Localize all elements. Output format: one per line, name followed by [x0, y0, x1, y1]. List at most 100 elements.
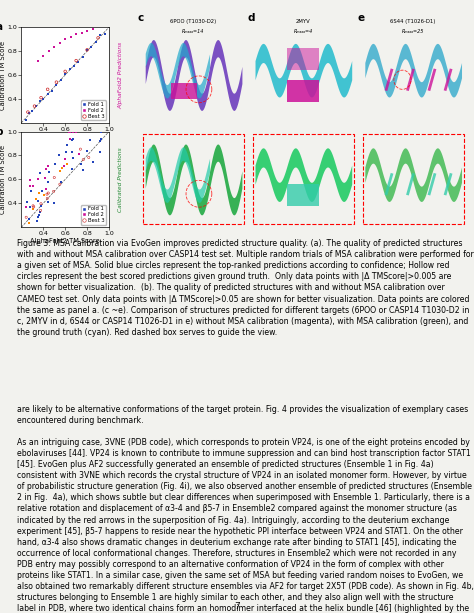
Point: [26, 175, 33, 185]
Point: [44, 161, 52, 170]
Point: [80, 154, 87, 164]
Point: [27, 202, 34, 212]
Text: 6POO (T1030-D2): 6POO (T1030-D2): [171, 19, 217, 24]
Point: [28, 106, 36, 116]
Point: [35, 188, 43, 198]
Point: [36, 207, 44, 217]
Point: [39, 51, 47, 61]
Point: [88, 42, 95, 52]
Point: [45, 177, 52, 187]
Text: Calibrated Predictions: Calibrated Predictions: [118, 147, 123, 211]
Point: [56, 166, 64, 176]
Point: [24, 107, 32, 117]
Text: d: d: [247, 13, 255, 23]
Point: [45, 188, 52, 198]
Point: [97, 127, 105, 137]
Point: [63, 140, 70, 150]
Point: [83, 45, 91, 55]
Y-axis label: Calibration TM Score: Calibration TM Score: [0, 145, 6, 214]
Point: [50, 199, 58, 208]
Text: b: b: [0, 127, 2, 137]
Point: [32, 194, 40, 204]
Point: [62, 147, 70, 156]
Text: are likely to be alternative conformations of the target protein. Fig. 4 provide: are likely to be alternative conformatio…: [17, 405, 474, 613]
Point: [73, 56, 80, 66]
Point: [57, 177, 65, 187]
Point: [83, 45, 91, 55]
Point: [29, 204, 37, 214]
Point: [36, 96, 44, 105]
Point: [61, 66, 69, 76]
Point: [42, 185, 50, 194]
Point: [37, 205, 45, 215]
Point: [96, 148, 103, 158]
Text: c: c: [137, 13, 144, 23]
Point: [74, 57, 82, 67]
Point: [33, 216, 40, 226]
X-axis label: AlphaFold2 TM Score: AlphaFold2 TM Score: [30, 238, 100, 244]
Point: [27, 181, 34, 191]
Point: [44, 89, 52, 99]
Point: [44, 194, 51, 204]
Point: [35, 210, 43, 220]
Point: [37, 93, 45, 102]
Text: Rₘₐₐₐ=25: Rₘₐₐₐ=25: [402, 29, 424, 34]
Point: [83, 146, 91, 156]
Point: [46, 167, 53, 177]
Point: [26, 218, 33, 228]
Point: [39, 94, 47, 104]
Point: [34, 174, 42, 184]
Point: [77, 144, 84, 154]
Point: [96, 136, 103, 146]
Point: [29, 201, 37, 211]
Point: [69, 127, 77, 137]
Point: [42, 164, 49, 173]
Point: [50, 173, 58, 183]
Point: [97, 30, 104, 40]
Point: [25, 109, 33, 118]
Point: [50, 42, 58, 52]
Point: [89, 157, 97, 167]
Point: [79, 51, 87, 61]
Point: [50, 186, 57, 196]
Point: [37, 199, 45, 208]
Point: [55, 150, 63, 160]
Point: [68, 164, 76, 173]
Point: [67, 32, 74, 42]
Point: [78, 28, 85, 38]
Point: [37, 201, 45, 211]
Point: [69, 153, 77, 163]
Text: Rₘₐₐₐ=14: Rₘₐₐₐ=14: [182, 29, 205, 34]
Point: [34, 56, 42, 66]
Y-axis label: Calibration TM Score: Calibration TM Score: [0, 40, 6, 110]
Point: [45, 46, 53, 56]
Point: [66, 64, 73, 74]
Text: Figure 3: MSA calibration via EvoGen improves predicted structure quality. (a). : Figure 3: MSA calibration via EvoGen imp…: [17, 239, 474, 337]
Point: [61, 69, 69, 79]
Point: [69, 147, 76, 156]
Point: [87, 135, 94, 145]
Point: [60, 161, 68, 171]
Point: [51, 159, 59, 169]
Point: [31, 101, 38, 111]
Point: [69, 127, 77, 137]
Point: [83, 26, 91, 36]
Point: [34, 197, 42, 207]
Point: [67, 134, 74, 144]
Point: [22, 212, 30, 222]
Point: [45, 197, 52, 207]
Legend: Fold 1, Fold 2, Best 3: Fold 1, Fold 2, Best 3: [81, 205, 106, 224]
Point: [58, 163, 66, 173]
Point: [101, 29, 109, 39]
Text: e: e: [357, 13, 364, 23]
Point: [38, 186, 46, 196]
Point: [79, 165, 86, 175]
Point: [97, 134, 105, 143]
Point: [65, 127, 73, 137]
Point: [69, 135, 76, 145]
Point: [34, 213, 42, 223]
Text: a: a: [0, 22, 2, 32]
Text: 2MYV: 2MYV: [296, 19, 311, 24]
Point: [29, 181, 36, 191]
Point: [36, 167, 44, 177]
